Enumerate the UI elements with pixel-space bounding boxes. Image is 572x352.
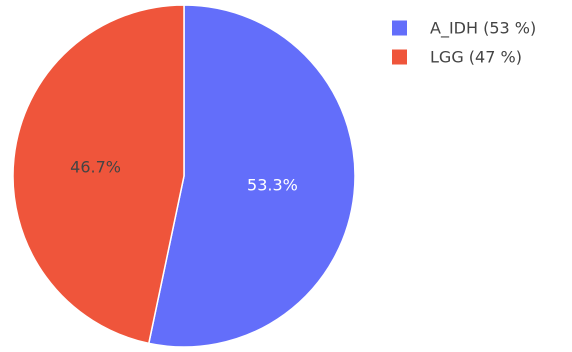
pie-slice-labels: 53.3% 46.7% (70, 157, 298, 194)
legend[interactable]: A_IDH (53 %) LGG (47 %) (392, 19, 536, 67)
slice-percent-label: 53.3% (247, 176, 298, 195)
legend-swatch (392, 20, 407, 36)
pie-slices (12, 4, 356, 348)
legend-label: LGG (47 %) (430, 48, 522, 67)
legend-item-lgg[interactable]: LGG (47 %) (392, 48, 522, 67)
pie-slice-a-idh[interactable] (147, 4, 356, 348)
legend-label: A_IDH (53 %) (430, 19, 536, 39)
legend-item-a-idh[interactable]: A_IDH (53 %) (392, 19, 536, 39)
pie-slice-lgg[interactable] (12, 4, 185, 345)
legend-swatch (392, 49, 407, 65)
slice-percent-label: 46.7% (70, 157, 121, 176)
